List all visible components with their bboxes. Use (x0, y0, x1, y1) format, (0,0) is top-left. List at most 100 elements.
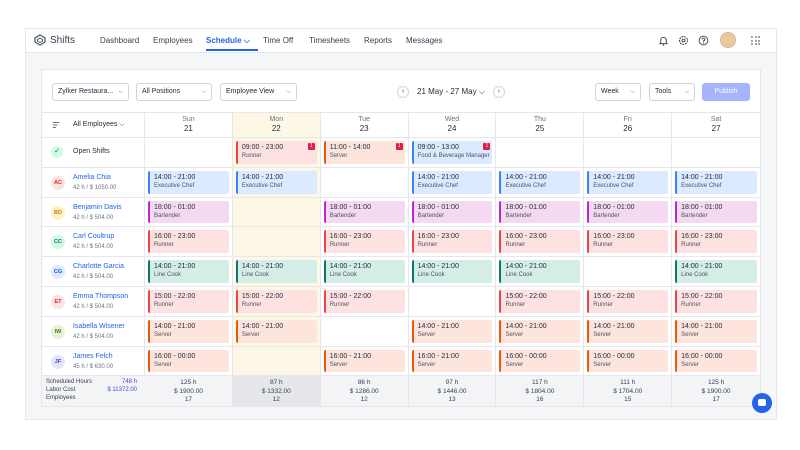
shift-block[interactable]: 14:00 - 21:00 Line Cook (499, 260, 581, 283)
location-select[interactable]: Zylker Restaura... ⌵ (52, 83, 129, 101)
date-range[interactable]: 21 May - 27 May ⌵ (417, 87, 485, 97)
shift-block[interactable]: 11:00 - 14:00 Server 1 (323, 141, 405, 164)
shift-block[interactable]: 16:00 - 00:00 Server (499, 349, 581, 373)
tools-select-value: Tools (655, 88, 672, 95)
shift-cell: 18:00 - 01:00 Bartender (584, 197, 673, 227)
nav-dashboard[interactable]: Dashboard (100, 36, 140, 45)
shift-role: Executive Chef (417, 182, 458, 189)
shift-role: Runner (154, 302, 174, 308)
gear-icon[interactable] (678, 35, 689, 46)
shift-block[interactable]: 16:00 - 00:00 Server (148, 349, 229, 373)
chevron-down-icon: ⌵ (286, 89, 291, 95)
shift-cell: 14:00 - 21:00 Executive Chef (232, 167, 321, 197)
shift-block[interactable]: 15:00 - 22:00 Runner (587, 290, 669, 313)
shift-block[interactable]: 09:00 - 13:00 Food & Beverage Manager 1 (411, 141, 493, 164)
next-week-button[interactable]: › (492, 86, 505, 98)
nav-schedule[interactable]: Schedule ⌵ (206, 36, 258, 51)
app-grid-icon[interactable] (751, 36, 760, 45)
shift-block[interactable]: 16:00 - 00:00 Server (587, 349, 669, 373)
publish-button[interactable]: Publish (702, 83, 750, 101)
shift-block[interactable]: 14:00 - 21:00 Executive Chef (675, 170, 758, 194)
shift-block[interactable]: 15:00 - 22:00 Runner (148, 290, 229, 313)
shift-block[interactable]: 14:00 - 21:00 Server (675, 319, 758, 343)
shift-block[interactable]: 18:00 - 01:00 Bartender (411, 200, 493, 224)
shift-block[interactable]: 14:00 - 21:00 Executive Chef (148, 170, 229, 194)
shift-block[interactable]: 14:00 - 21:00 Line Cook (675, 260, 758, 283)
open-shift-cell (145, 138, 233, 167)
shift-block[interactable]: 16:00 - 23:00 Runner (675, 230, 758, 254)
shift-block[interactable]: 14:00 - 21:00 Executive Chef (499, 170, 581, 194)
summary-row: Scheduled Hours 748 h Labor Cost $ 11372.00… (42, 375, 760, 407)
employee-name-link[interactable]: Amelia Chia (73, 173, 111, 181)
shift-block[interactable]: 14:00 - 21:00 Line Cook (323, 260, 405, 283)
shift-block[interactable]: 15:00 - 22:00 Runner (499, 290, 581, 313)
shift-block[interactable]: 18:00 - 01:00 Bartender (675, 200, 758, 224)
shift-block[interactable]: 15:00 - 22:00 Runner (235, 290, 317, 313)
summary-day-hours: 87 h (269, 379, 283, 387)
shift-block[interactable]: 14:00 - 21:00 Executive Chef (411, 170, 493, 194)
help-icon[interactable] (698, 35, 709, 46)
sort-icon[interactable] (52, 121, 60, 129)
shift-block[interactable]: 15:00 - 22:00 Runner (675, 290, 758, 313)
shift-cell: 14:00 - 21:00 Executive Chef (145, 167, 233, 197)
shift-block[interactable]: 14:00 - 21:00 Line Cook (411, 260, 493, 283)
day-number: 26 (623, 124, 633, 133)
employee-name-link[interactable]: Isabella Wisener (73, 322, 125, 330)
nav-employees[interactable]: Employees (153, 36, 193, 45)
shift-block[interactable]: 14:00 - 21:00 Line Cook (235, 260, 317, 283)
shift-block[interactable]: 16:00 - 21:00 Server (323, 349, 405, 373)
employee-name-link[interactable]: Carl Coultrup (73, 233, 115, 241)
shift-block[interactable]: 14:00 - 21:00 Line Cook (148, 260, 229, 283)
period-select[interactable]: Week ⌵ (595, 83, 641, 101)
employee-avatar: IW (51, 324, 65, 339)
shift-block[interactable]: 16:00 - 23:00 Runner (323, 230, 405, 254)
shift-cell: 15:00 - 22:00 Runner (496, 287, 585, 316)
shift-block[interactable]: 18:00 - 01:00 Bartender (148, 200, 229, 224)
shift-block[interactable]: 09:00 - 23:00 Runner 1 (235, 141, 317, 164)
shift-block[interactable]: 18:00 - 01:00 Bartender (323, 200, 405, 224)
tools-select[interactable]: Tools ⌵ (649, 83, 695, 101)
shift-role: Runner (154, 242, 174, 249)
shift-block[interactable]: 18:00 - 01:00 Bartender (587, 200, 669, 224)
shift-block[interactable]: 16:00 - 23:00 Runner (587, 230, 669, 254)
shift-block[interactable]: 14:00 - 21:00 Server (235, 319, 317, 343)
positions-select[interactable]: All Positions ⌵ (136, 83, 212, 101)
shift-time: 14:00 - 21:00 (505, 263, 547, 271)
employee-filter-dropdown[interactable]: All Employees ⌵ (73, 121, 125, 129)
shift-block[interactable]: 15:00 - 22:00 Runner (323, 290, 405, 313)
shift-time: 18:00 - 01:00 (154, 203, 196, 211)
prev-week-button[interactable]: ‹ (397, 86, 409, 98)
shift-block[interactable]: 16:00 - 23:00 Runner (411, 230, 493, 254)
shift-block[interactable]: 14:00 - 21:00 Server (148, 319, 229, 343)
shift-cell: 15:00 - 22:00 Runner (321, 287, 409, 316)
employee-name-link[interactable]: James Felch (73, 352, 113, 360)
employee-name-link[interactable]: Charlotte Garcia (73, 263, 124, 271)
employee-hours-cost: 42 h / $ 504.00 (73, 333, 114, 340)
summary-day-employees: 12 (272, 396, 280, 404)
shift-block[interactable]: 18:00 - 01:00 Bartender (499, 200, 581, 224)
shift-block[interactable]: 14:00 - 21:00 Executive Chef (587, 170, 669, 194)
summary-day-cost: $ 1446.00 (437, 387, 467, 395)
shift-block[interactable]: 14:00 - 21:00 Server (411, 319, 493, 343)
shift-block[interactable]: 16:00 - 23:00 Runner (148, 230, 229, 254)
shift-block[interactable]: 14:00 - 21:00 Server (587, 319, 669, 343)
bell-icon[interactable] (658, 35, 669, 46)
nav-timesheets[interactable]: Timesheets (309, 36, 351, 45)
summary-employees-line: Employees (46, 395, 141, 403)
user-avatar[interactable] (720, 32, 736, 48)
shift-block[interactable]: 16:00 - 23:00 Runner (499, 230, 581, 254)
shift-block[interactable]: 14:00 - 21:00 Executive Chef (235, 170, 317, 194)
shift-block[interactable]: 16:00 - 21:00 Server (411, 349, 493, 373)
nav-messages[interactable]: Messages (406, 36, 443, 45)
shift-block[interactable]: 16:00 - 00:00 Server (675, 349, 758, 373)
view-select[interactable]: Employee View ⌵ (220, 83, 297, 101)
nav-reports[interactable]: Reports (364, 36, 393, 45)
employee-hours-cost: 42 h / $ 504.00 (73, 244, 114, 251)
chat-button[interactable] (752, 393, 772, 413)
brand[interactable]: Shifts (34, 34, 75, 46)
nav-time-off[interactable]: Time Off (263, 36, 294, 45)
shift-block[interactable]: 14:00 - 21:00 Server (499, 319, 581, 343)
chevron-down-icon: ⌵ (630, 89, 635, 95)
employee-name-link[interactable]: Emma Thompson (73, 293, 129, 300)
employee-name-link[interactable]: Benjamin Davis (73, 203, 122, 211)
